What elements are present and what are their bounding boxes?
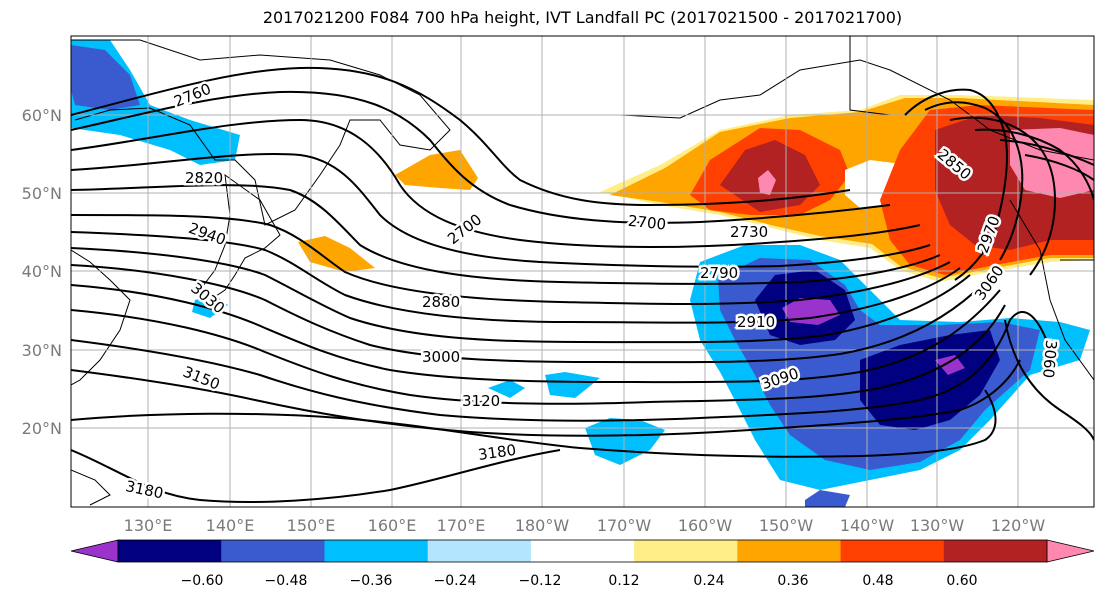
shade-c-neg-purple2	[935, 355, 965, 375]
shade-japan-neg	[192, 295, 228, 318]
shade-ne-pos-pink	[758, 170, 776, 195]
map-title: 2017021200 F084 700 hPa height, IVT Land…	[262, 8, 903, 27]
colorbar-segment	[118, 540, 222, 562]
colorbar-segment	[634, 540, 738, 562]
colorbar-tick-label: −0.12	[519, 573, 562, 589]
lon-label: 140°E	[206, 516, 255, 535]
coastlines	[71, 36, 1094, 506]
contour-label: 2910	[737, 313, 775, 331]
contour-label: 3120	[462, 392, 500, 410]
lat-label: 40°N	[22, 262, 62, 281]
latitude-labels: 60°N 50°N 40°N 30°N 20°N	[22, 106, 62, 438]
lon-label: 170°E	[437, 516, 486, 535]
colorbar-arrow-right	[1046, 539, 1095, 563]
lon-label: 180°W	[515, 516, 570, 535]
lon-label: 130°W	[910, 516, 965, 535]
colorbar-tick-label: 0.24	[693, 573, 724, 589]
contour-label: 2790	[700, 264, 738, 282]
contour-label: 2820	[185, 169, 223, 187]
colorbar-tick-label: −0.36	[350, 573, 393, 589]
lat-label: 50°N	[22, 184, 62, 203]
contour-label: 2880	[422, 293, 460, 311]
shade-mid-neg1	[488, 380, 525, 398]
lon-label: 170°W	[597, 516, 652, 535]
colorbar-segment	[324, 540, 429, 562]
lat-label: 60°N	[22, 106, 62, 125]
lon-label: 150°E	[287, 516, 336, 535]
contour-label: 3060	[1039, 339, 1060, 379]
shade-nw-dark	[71, 45, 140, 110]
colorbar-ticks: −0.60 −0.48 −0.36 −0.24 −0.12 0.12 0.24 …	[181, 573, 978, 589]
contour-label: 2730	[730, 223, 768, 241]
shade-japan-pos	[298, 236, 375, 272]
contour-label: 2700	[627, 212, 667, 234]
colorbar-segments	[118, 540, 1048, 562]
lon-label: 150°W	[759, 516, 814, 535]
lon-label: 160°E	[368, 516, 417, 535]
map-frame	[70, 35, 1095, 508]
lon-label: 120°W	[991, 516, 1046, 535]
longitude-labels: 130°E 140°E 150°E 160°E 170°E 180°W 170°…	[124, 516, 1046, 535]
colorbar-frame	[117, 539, 1048, 563]
lon-label: 160°W	[678, 516, 733, 535]
lat-label: 30°N	[22, 341, 62, 360]
colorbar: −0.60 −0.48 −0.36 −0.24 −0.12 0.12 0.24 …	[70, 539, 1095, 589]
shade-coast-pink	[1010, 128, 1094, 198]
colorbar-segment	[943, 540, 1048, 562]
colorbar-tick-label: 0.36	[777, 573, 808, 589]
colorbar-tick-label: −0.48	[265, 573, 308, 589]
colorbar-tick-label: −0.24	[434, 573, 477, 589]
shade-mid-neg3	[585, 418, 665, 465]
shade-mid-neg2	[545, 372, 600, 398]
colorbar-segment	[427, 540, 532, 562]
colorbar-segment	[221, 540, 325, 562]
contour-label: 3000	[422, 348, 460, 366]
shade-okhotsk	[395, 150, 478, 190]
lon-label: 130°E	[124, 516, 173, 535]
colorbar-arrow-left	[70, 539, 119, 563]
colorbar-segment	[840, 540, 945, 562]
height-contours	[71, 66, 1094, 503]
colorbar-segment	[737, 540, 842, 562]
map-panel: 2760 2820 2940 3030 2700 2880 3000 3150 …	[71, 36, 1094, 507]
colorbar-tick-label: 0.12	[608, 573, 639, 589]
shade-mid-neg4	[805, 490, 850, 507]
colorbar-segment	[530, 540, 635, 562]
colorbar-tick-label: 0.48	[862, 573, 893, 589]
lon-label: 140°W	[840, 516, 895, 535]
ivt-shading	[71, 40, 1094, 507]
colorbar-tick-label: −0.60	[181, 573, 224, 589]
colorbar-tick-label: 0.60	[946, 573, 977, 589]
lat-label: 20°N	[22, 419, 62, 438]
